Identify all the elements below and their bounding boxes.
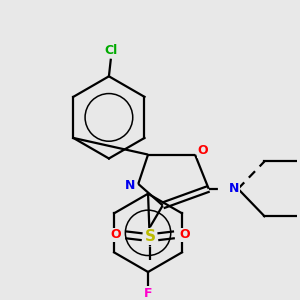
Text: O: O — [197, 144, 208, 157]
Text: S: S — [145, 229, 155, 244]
Text: N: N — [229, 182, 239, 195]
Text: O: O — [110, 228, 121, 241]
Text: O: O — [179, 228, 190, 241]
Text: N: N — [125, 179, 136, 192]
Text: Cl: Cl — [104, 44, 118, 57]
Text: F: F — [144, 287, 152, 300]
